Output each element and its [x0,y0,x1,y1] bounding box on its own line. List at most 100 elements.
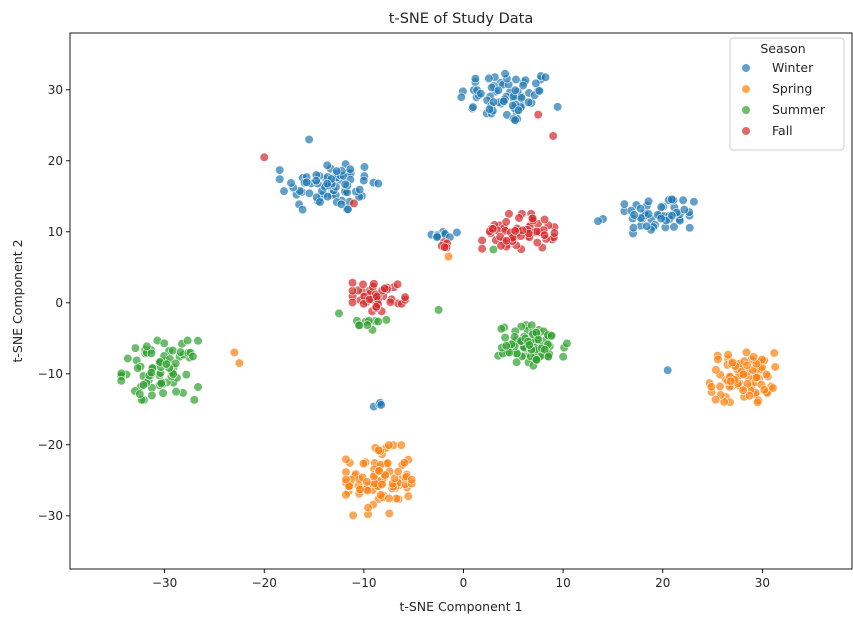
data-point-fall [371,302,381,312]
data-point-summer [496,324,506,334]
data-point-spring [744,391,755,401]
data-point-spring [376,490,386,500]
data-point-summer [193,382,203,392]
chart-title: t-SNE of Study Data [389,11,533,27]
data-point-spring [384,440,394,450]
data-point-winter [311,176,321,186]
data-point-spring [748,352,759,362]
data-point-summer [147,390,157,401]
data-point-winter [513,105,524,115]
points-layer [116,69,780,521]
data-point-fall [369,279,379,289]
legend-label-winter: Winter [772,60,814,75]
data-point-winter [643,209,654,219]
legend-label-summer: Summer [772,102,826,117]
data-point-spring [711,395,721,405]
data-point-winter [619,199,629,209]
data-point-winter [336,199,346,209]
data-point-winter [343,204,353,214]
data-point-winter [642,221,652,231]
data-point-fall [385,297,395,307]
y-tick-label: 20 [48,154,63,168]
data-point-winter [499,96,509,106]
data-point-summer [373,316,383,327]
data-point-fall [501,217,511,227]
data-point-fall [347,286,358,296]
data-point-fall [349,198,359,208]
data-point-winter [468,102,478,112]
data-point-summer [558,352,568,362]
data-point-spring [384,508,394,519]
data-point-winter [355,185,365,195]
data-point-fall [510,226,520,236]
data-point-summer [488,244,498,255]
data-point-winter [323,192,333,202]
y-tick-label: 0 [55,296,63,310]
data-point-summer [524,340,534,350]
data-point-fall [533,110,543,120]
data-point-spring [443,252,454,262]
data-point-winter [689,197,699,207]
data-point-spring [229,347,239,358]
data-point-fall [528,213,538,224]
data-point-winter [275,174,285,184]
data-point-winter [511,74,521,85]
data-point-summer [123,353,133,364]
data-point-spring [742,360,752,370]
data-point-summer [533,334,543,345]
data-point-winter [315,197,325,207]
data-point-winter [304,188,314,198]
y-tick-label: 30 [48,83,63,97]
data-point-summer [546,331,557,341]
data-point-summer [354,320,364,330]
data-point-winter [593,216,603,226]
data-point-spring [726,376,736,386]
data-point-winter [484,104,495,114]
legend-marker-summer [741,105,751,115]
data-point-spring [768,383,778,393]
data-point-winter [534,86,544,96]
data-point-spring [399,458,410,468]
data-point-summer [146,368,156,378]
data-point-winter [635,204,646,214]
data-point-fall [488,224,498,234]
data-point-summer [511,357,522,367]
data-point-winter [298,205,308,215]
data-point-spring [341,490,351,500]
data-point-spring [383,458,393,468]
data-point-spring [728,357,738,368]
data-point-fall [548,131,558,141]
data-point-winter [656,213,666,224]
data-point-winter [359,175,369,186]
data-point-fall [501,236,512,246]
data-point-winter [279,186,289,196]
data-point-summer [158,388,168,398]
data-point-summer [146,348,157,358]
data-point-winter [332,166,342,176]
data-point-winter [452,227,462,238]
x-tick-label: 20 [655,576,670,590]
data-point-summer [501,341,511,351]
data-point-spring [706,382,716,392]
data-point-summer [130,343,141,353]
data-point-fall [504,209,514,219]
data-point-summer [171,387,181,397]
data-point-winter [476,89,486,99]
data-point-winter [667,211,677,221]
data-point-spring [741,347,752,357]
data-point-winter [643,196,654,206]
y-axis-label: t-SNE Component 2 [10,239,25,362]
data-point-winter [510,115,520,125]
legend-box [729,37,845,151]
data-point-winter [322,160,332,170]
data-point-spring [738,369,748,380]
data-point-winter [656,202,666,212]
data-point-spring [759,385,769,395]
data-point-spring [723,350,733,360]
data-point-spring [407,475,417,485]
data-point-spring [770,362,780,372]
data-point-spring [742,379,753,389]
data-point-fall [372,291,382,302]
data-point-spring [403,491,413,501]
x-axis-label: t-SNE Component 1 [399,599,522,614]
